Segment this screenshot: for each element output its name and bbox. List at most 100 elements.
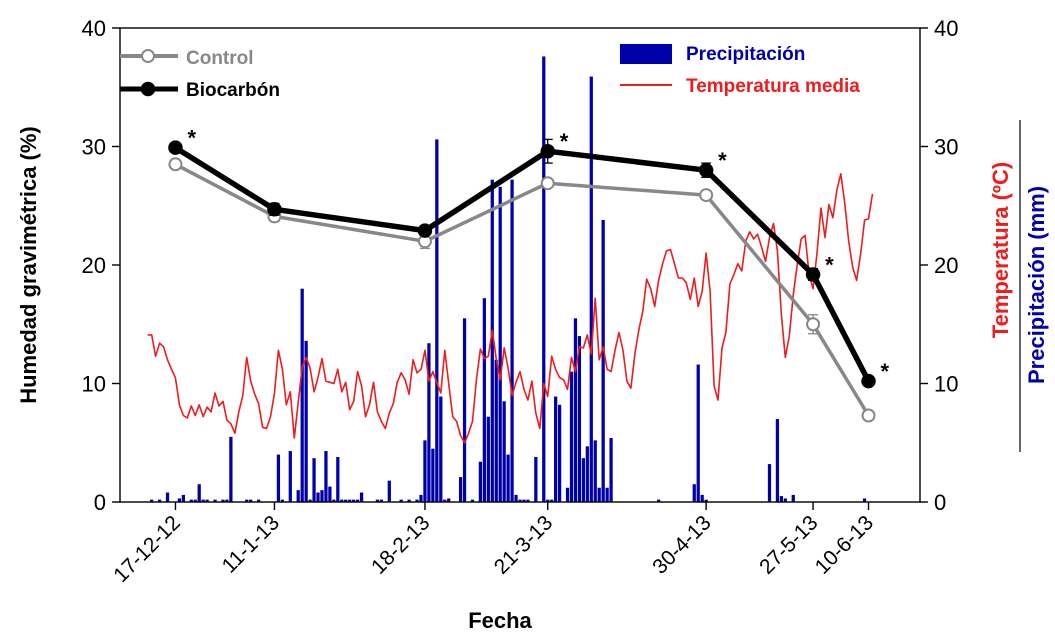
- precipitation-bar: [554, 396, 558, 502]
- y-axis-right-precip-title: Precipitación (mm): [1024, 186, 1049, 384]
- precipitation-bar: [356, 499, 360, 502]
- precipitation-bar: [502, 401, 506, 502]
- precipitation-bar: [348, 499, 352, 502]
- precipitation-bar: [569, 371, 574, 502]
- precipitation-bar: [581, 458, 585, 502]
- precipitation-bar: [518, 499, 522, 502]
- biocarbon-point: [267, 202, 282, 217]
- y-right-tick-label: 30: [934, 135, 958, 160]
- precipitation-bar: [189, 499, 193, 502]
- precipitation-bar: [245, 499, 249, 502]
- y-right-tick-label: 20: [934, 253, 958, 278]
- precipitation-bar: [280, 499, 284, 502]
- significance-asterisk: *: [718, 148, 727, 173]
- precipitation-bar: [779, 496, 784, 502]
- significance-asterisk: *: [881, 359, 890, 384]
- x-tick-label: 18-2-13: [367, 511, 434, 578]
- precipitation-bar: [692, 484, 696, 502]
- y-left-tick-label: 40: [82, 16, 106, 41]
- precipitation-bar: [288, 451, 292, 502]
- precipitation-bar: [340, 499, 344, 502]
- precipitation-bar: [415, 499, 419, 502]
- precipitation-bar: [431, 448, 435, 502]
- precipitation-bar: [605, 487, 609, 502]
- precipitation-bar: [177, 498, 182, 502]
- biocarbon-point: [168, 140, 183, 155]
- precipitation-bar: [249, 499, 253, 502]
- precipitation-bar: [565, 487, 570, 502]
- precipitation-bar: [767, 464, 772, 502]
- precipitation-bar: [312, 458, 316, 502]
- precipitation-bar: [506, 454, 510, 502]
- precipitation-bar: [522, 499, 526, 502]
- precipitation-bar: [213, 499, 217, 502]
- precipitation-bar: [276, 454, 281, 502]
- precipitation-bar: [352, 499, 356, 502]
- y-axis-right-temp-title: Temperatura (ºC): [988, 162, 1013, 338]
- precipitation-bar: [439, 396, 443, 502]
- precipitation-bar: [494, 359, 498, 502]
- precipitation-bar: [304, 340, 308, 502]
- precipitation-bar: [783, 498, 787, 502]
- precipitation-bar: [332, 499, 336, 502]
- precipitation-bar: [510, 179, 514, 502]
- precipitation-bar: [324, 451, 328, 502]
- precipitation-bar: [308, 499, 312, 502]
- precipitation-bar: [542, 56, 546, 502]
- precipitation-bar: [181, 494, 185, 502]
- y-right-tick-label: 0: [934, 490, 946, 515]
- precipitation-bar: [458, 477, 463, 502]
- precipitation-bar: [443, 499, 447, 502]
- precipitation-bar: [399, 499, 403, 502]
- legend-climate: Precipitación Temperatura media: [620, 44, 860, 97]
- precipitation-bar: [550, 499, 554, 502]
- control-point: [861, 408, 876, 423]
- y-left-tick-label: 20: [82, 253, 106, 278]
- precipitation-bar: [447, 498, 451, 502]
- precipitation-bar: [157, 499, 162, 502]
- y-left-tick-label: 30: [82, 135, 106, 160]
- precipitation-bar: [193, 499, 197, 502]
- precipitation-bar: [573, 318, 578, 502]
- x-tick-label: 17-12-12: [109, 511, 185, 587]
- biocarbon-point: [861, 373, 876, 389]
- y-right-tick-label: 10: [934, 372, 958, 397]
- precipitation-bar: [656, 499, 661, 502]
- precipitation-bar: [320, 490, 324, 502]
- legend-biocarbon-marker: [140, 81, 156, 97]
- precipitation-bar: [229, 436, 233, 502]
- precipitation-bar: [577, 336, 582, 502]
- precipitation-bar: [423, 440, 427, 502]
- legend-moisture: Control Biocarbón: [120, 48, 280, 101]
- precipitation-bar: [300, 288, 304, 502]
- precipitation-bar: [534, 456, 538, 502]
- precipitation-bar: [379, 499, 384, 502]
- precipitation-bar: [201, 499, 205, 502]
- legend-biocarbon-label: Biocarbón: [186, 80, 280, 101]
- precipitation-bar: [221, 499, 225, 502]
- precipitation-bar: [150, 499, 154, 502]
- biocarbon-point: [805, 267, 821, 282]
- significance-asterisk: *: [825, 252, 834, 277]
- precipitation-bar: [514, 494, 518, 502]
- x-tick-label: 10-6-13: [811, 511, 878, 578]
- legend-control-label: Control: [186, 48, 254, 69]
- legend-precip-label: Precipitación: [686, 44, 805, 65]
- significance-asterisk: *: [560, 129, 569, 154]
- precipitation-bar: [597, 487, 601, 502]
- precipitation-bar: [205, 499, 209, 502]
- significance-asterisk: *: [187, 126, 196, 151]
- precipitation-bar: [482, 298, 486, 502]
- legend-control-marker: [141, 49, 155, 63]
- precipitation-bar: [557, 404, 562, 502]
- x-axis-title: Fecha: [468, 608, 532, 633]
- precipitation-bar: [387, 480, 391, 502]
- precipitation-bar: [165, 492, 170, 502]
- precipitation-bar: [609, 438, 613, 502]
- precipitation-bar: [256, 499, 261, 502]
- precipitation-bar: [419, 494, 423, 502]
- precipitation-bar: [704, 499, 708, 502]
- x-tick-label: 21-3-13: [490, 511, 557, 578]
- legend-temp-label: Temperatura media: [686, 76, 860, 97]
